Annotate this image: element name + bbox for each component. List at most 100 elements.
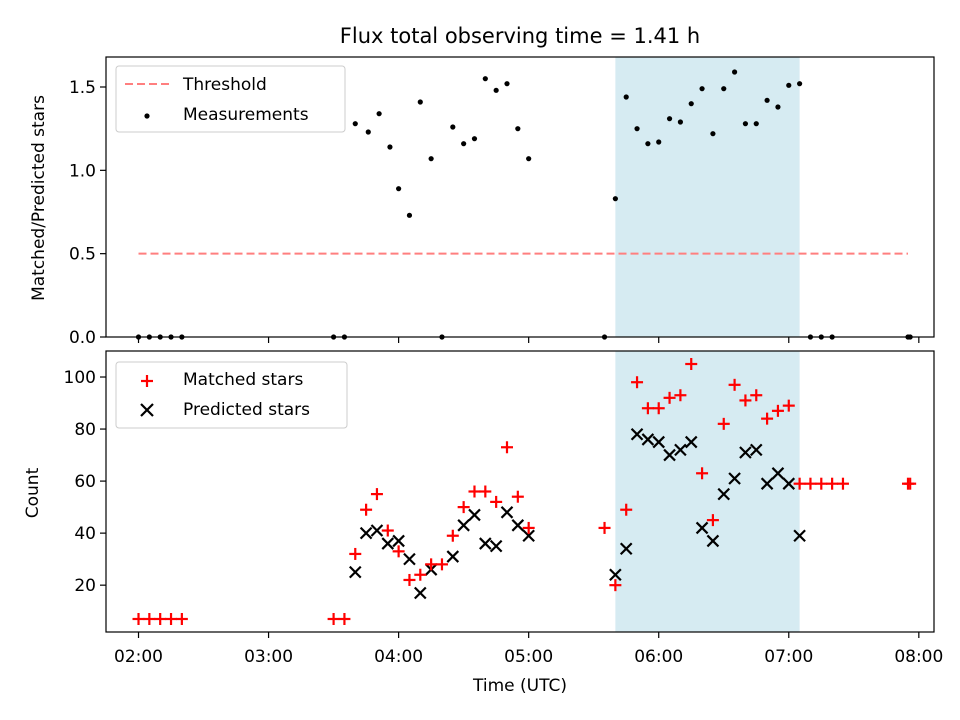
bottom-y-tick-label: 40 (74, 524, 96, 544)
matched-star-point (468, 485, 481, 498)
top-plot-frame (105, 56, 935, 338)
predicted-star-point (359, 526, 373, 540)
top-panel: 0.0 0.5 1.0 1.5 Matched/Predicted stars Thr… (29, 56, 935, 348)
bottom-y-axis: 20 40 60 80 100 (64, 368, 106, 596)
predicted-star-point (381, 537, 395, 550)
matched-star-point (132, 612, 145, 625)
bottom-highlight-span (615, 351, 800, 632)
predicted-star-point (522, 529, 535, 543)
measurement-point (623, 94, 629, 100)
measurement-point (721, 86, 727, 92)
legend-measurements-swatch (144, 113, 150, 119)
top-y-tick-label: 0.5 (69, 245, 96, 265)
measurement-point (764, 97, 770, 103)
predicted-star-point (771, 467, 785, 480)
measurement-point (406, 212, 413, 218)
top-y-tick-label: 0.0 (69, 328, 96, 348)
matched-star-point (403, 573, 416, 586)
matched-star-point (349, 547, 362, 560)
measurement-point (504, 81, 510, 87)
measurement-point (515, 126, 521, 132)
matched-star-point (446, 529, 459, 542)
predicted-star-point (674, 443, 687, 457)
bottom-plot-frame (105, 350, 935, 633)
predicted-star-point (489, 539, 503, 553)
predicted-star-point (403, 552, 416, 566)
matched-star-point (717, 417, 730, 430)
measurement-point (677, 119, 683, 125)
predicted-star-point (446, 550, 460, 563)
matched-star-point (652, 402, 665, 415)
measurement-point (376, 111, 382, 117)
matched-star-point (338, 612, 351, 625)
predicted-star-point (392, 534, 405, 548)
legend-measurements-label: Measurements (183, 105, 309, 125)
measurement-point (417, 99, 423, 105)
matched-star-point (609, 579, 622, 592)
bottom-x-label: Time (UTC) (472, 676, 567, 696)
measurement-point (742, 121, 749, 127)
matched-star-point (500, 441, 513, 454)
predicted-star-point (717, 487, 731, 501)
measurement-point (699, 86, 705, 92)
matched-star-point (706, 514, 719, 527)
measurement-point (493, 87, 499, 93)
predicted-star-point (652, 435, 666, 449)
predicted-star-point (684, 435, 698, 449)
measurement-point (775, 104, 781, 110)
measurement-point (612, 196, 618, 202)
matched-star-point (165, 612, 178, 625)
bottom-x-tick-label: 04:00 (374, 647, 423, 667)
measurement-point (656, 139, 662, 145)
predicted-star-point (500, 506, 514, 519)
legend-threshold-label: Threshold (182, 75, 267, 95)
matched-star-point (175, 612, 188, 625)
matched-star-point (826, 477, 839, 490)
predicted-star-point (511, 519, 525, 532)
predicted-star-point (728, 472, 741, 485)
bottom-x-axis: 02:00 03:00 04:00 05:00 06:00 07:00 08:00 (114, 632, 943, 667)
legend-predicted-label: Predicted stars (183, 400, 310, 420)
matched-star-point (663, 391, 676, 404)
predicted-star-point (468, 508, 481, 522)
measurement-point (634, 126, 640, 132)
predicted-star-point (457, 519, 470, 532)
bottom-y-tick-label: 100 (64, 368, 96, 388)
measurement-point (450, 124, 456, 130)
bottom-x-tick-label: 03:00 (244, 647, 293, 667)
measurement-point (797, 81, 803, 87)
bottom-y-tick-label: 80 (74, 420, 96, 440)
matched-star-point (598, 521, 611, 534)
predicted-star-point (609, 568, 622, 582)
predicted-star-point (663, 448, 676, 462)
matched-star-point (782, 399, 795, 412)
measurement-point (688, 101, 694, 107)
matched-star-point (154, 612, 167, 625)
predicted-star-point (348, 565, 362, 579)
predicted-star-point (749, 443, 763, 457)
top-y-axis: 0.0 0.5 1.0 1.5 (69, 78, 106, 348)
matched-star-point (674, 389, 687, 402)
predicted-star-point (619, 542, 633, 556)
top-x-axis (137, 337, 920, 343)
predicted-star-point (706, 534, 720, 548)
matched-star-point (392, 545, 405, 558)
measurement-point (731, 69, 738, 75)
measurement-point (710, 131, 716, 137)
measurement-point (482, 76, 488, 82)
measurement-point (471, 136, 478, 142)
bottom-y-label: Count (23, 467, 43, 518)
matched-star-point (793, 477, 806, 490)
predicted-star-point (370, 524, 384, 537)
top-legend: Threshold Measurements (115, 65, 346, 133)
matched-star-point (804, 477, 817, 490)
bottom-x-tick-label: 05:00 (504, 647, 553, 667)
matched-star-point (631, 376, 644, 389)
bottom-x-tick-label: 08:00 (894, 647, 943, 667)
matched-star-point (728, 378, 741, 391)
figure-title: Flux total observing time = 1.41 h (340, 24, 700, 48)
measurement-point (365, 129, 371, 135)
matched-star-point (511, 490, 524, 503)
legend-predicted-swatch (140, 403, 154, 417)
bottom-y-tick-label: 60 (74, 472, 96, 492)
